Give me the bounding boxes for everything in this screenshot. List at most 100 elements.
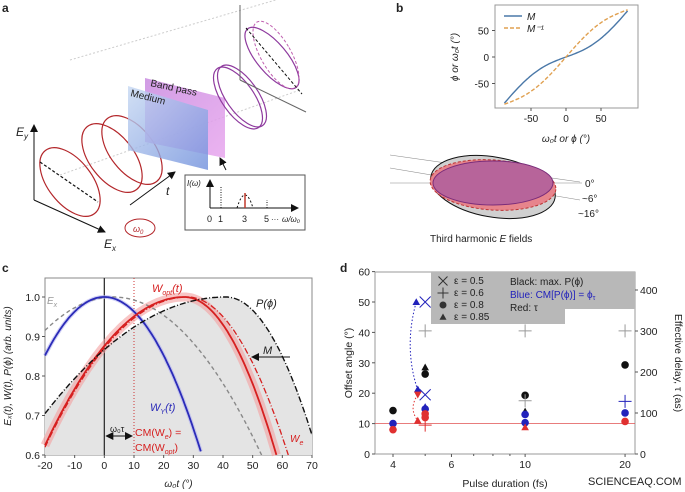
panel-label-b: b bbox=[396, 1, 403, 15]
inset-ylabel: I(ω) bbox=[187, 179, 201, 188]
annotation-omega-tau: ω₀τ bbox=[110, 424, 125, 434]
panel-label-d: d bbox=[340, 261, 347, 275]
annotation-p-phi: P(ϕ) bbox=[256, 298, 277, 310]
inset-dots: ··· bbox=[271, 215, 279, 224]
omega0-label: ω0 bbox=[133, 224, 144, 236]
annotation-sub: x bbox=[53, 302, 58, 309]
x-tick-label-d: 20 bbox=[619, 459, 631, 471]
y-tick-label-d: 60 bbox=[358, 267, 370, 279]
data-point-+ bbox=[618, 394, 632, 408]
y-tick-label-c: 0.9 bbox=[25, 332, 40, 344]
y-right-tick-label-d: 300 bbox=[640, 326, 658, 338]
panel-a-schematic: Ey Ex t ω0 Band pass Medium bbox=[16, 0, 307, 253]
inset-tick-3: 3 bbox=[242, 214, 247, 224]
y-tick-label-b: 0 bbox=[483, 53, 489, 64]
cm-after: ) bbox=[174, 442, 178, 454]
y-axis-label-b: ϕ or ω₀t (°) bbox=[450, 33, 461, 81]
x-tick-label-b: -50 bbox=[524, 114, 539, 125]
annotation-sub: Y bbox=[160, 409, 166, 416]
legend-label-b: M⁻¹ bbox=[527, 24, 545, 35]
marker-plus bbox=[437, 287, 449, 299]
y-tick-label-c: 1.0 bbox=[25, 292, 40, 304]
data-point-+ bbox=[518, 324, 532, 338]
y-right-axis-label-d: Effective delay, τ (as) bbox=[672, 314, 684, 412]
panel-b-chart: -50 0 50 -50 0 50 ω₀t or ϕ (°) ϕ or ω₀t (°) MM⁻¹ bbox=[450, 4, 639, 145]
x-tick-label-b: 50 bbox=[595, 114, 607, 125]
panel-label-c: c bbox=[2, 261, 9, 275]
data-point-triangle bbox=[413, 385, 422, 393]
text-box-red: Red: τ bbox=[510, 303, 538, 314]
medium-slab bbox=[128, 86, 208, 170]
data-point-circle bbox=[389, 425, 397, 434]
x-tick-label-c: 70 bbox=[306, 460, 318, 472]
marker-triangle bbox=[439, 313, 447, 320]
watermark: SCIENCEAQ.COM bbox=[588, 476, 682, 488]
series-line-p-phi bbox=[44, 296, 313, 436]
cm-main: CM(W bbox=[135, 427, 165, 439]
panel-b-ellipses: 0° ~6° ~16° Third harmonic E fields bbox=[389, 154, 599, 245]
t-label: t bbox=[166, 184, 170, 198]
text-box-blue: Blue: CM[P(ϕ)] = ϕτ bbox=[510, 290, 596, 302]
data-point-triangle bbox=[412, 298, 421, 306]
inset-tick-5: 5 bbox=[264, 214, 269, 224]
annotation-w_opt: Wopt(t) bbox=[152, 283, 183, 297]
annotation-after: (t) bbox=[165, 402, 176, 414]
y-axis-label-d: Offset angle (°) bbox=[343, 328, 355, 399]
x-tick-label-c: -10 bbox=[67, 460, 82, 472]
x-axis-label-b: ω₀t or ϕ (°) bbox=[542, 134, 590, 145]
text-box-black: Black: max. P(ϕ) bbox=[510, 277, 583, 288]
data-point-x bbox=[419, 388, 432, 401]
y-tick-label-d: 20 bbox=[358, 388, 370, 400]
data-point-+ bbox=[618, 324, 632, 338]
annotation-w_y: WY(t) bbox=[150, 402, 176, 416]
cm-after: ) = bbox=[169, 427, 182, 439]
x-tick-label-d: 10 bbox=[519, 459, 531, 471]
y-tick-label-b: -50 bbox=[475, 80, 490, 91]
y-tick-label-b: 50 bbox=[478, 27, 490, 38]
data-point-circle bbox=[421, 370, 429, 378]
y-tick-label-c: 0.6 bbox=[25, 450, 40, 462]
ex-axis bbox=[33, 199, 106, 233]
rotation-icon bbox=[124, 218, 156, 238]
x-tick-label-d: 4 bbox=[390, 459, 396, 471]
ex-label: Ex bbox=[104, 237, 117, 253]
data-point-circle bbox=[621, 409, 629, 417]
marker-x bbox=[438, 276, 448, 286]
x-tick-label-c: 10 bbox=[128, 460, 140, 472]
y-tick-label-d: 30 bbox=[358, 358, 370, 370]
panel-b-caption: Third harmonic E fields bbox=[430, 234, 532, 245]
x-tick-label-d: 6 bbox=[449, 459, 455, 471]
annotation-w_e: We bbox=[290, 434, 303, 447]
data-point-+ bbox=[518, 394, 532, 408]
annotation-sub: opt bbox=[162, 290, 173, 297]
data-point-triangle bbox=[521, 423, 529, 431]
cm-sub: opt bbox=[165, 449, 176, 456]
angle-label-0: 0° bbox=[585, 179, 595, 190]
cm-sub: e bbox=[165, 434, 169, 441]
data-point-triangle bbox=[421, 363, 429, 371]
series-line-m-inverse bbox=[504, 9, 628, 105]
red-dotted-arrow bbox=[412, 394, 419, 421]
text-box-blue-sub: τ bbox=[593, 295, 596, 302]
legend-label-b: M bbox=[527, 12, 536, 23]
ey-label: Ey bbox=[16, 125, 29, 141]
panel-c-chart: -20 -10 0 10 20 30 40 50 60 70 0.6 0.7 0.8 0.9 1.0 ω₀t … bbox=[3, 277, 318, 490]
data-point-x bbox=[419, 296, 432, 308]
x-tick-label-c: 40 bbox=[217, 460, 229, 472]
x-axis-label-d: Pulse duration (fs) bbox=[462, 478, 547, 490]
annotation-main: W bbox=[290, 434, 301, 445]
y-axis-label-c: Eₓ(t), W(t), P(ϕ) (arb. units) bbox=[3, 306, 14, 425]
x-axis-label-c: ω₀t (°) bbox=[164, 479, 192, 490]
series-line-wopt bbox=[44, 296, 278, 456]
x-tick-label-c: 60 bbox=[276, 460, 288, 472]
data-point-circle bbox=[389, 419, 397, 428]
annotation-main: W bbox=[152, 283, 164, 295]
legend-label-d: ε = 0.5 bbox=[454, 276, 484, 287]
data-point-triangle bbox=[413, 416, 422, 424]
panel-label-a: a bbox=[2, 1, 9, 15]
legend-label-d: ε = 0.85 bbox=[454, 312, 490, 323]
annotation-cm2: CM(Wopt) bbox=[135, 442, 178, 456]
ellipse-0deg bbox=[432, 160, 554, 206]
